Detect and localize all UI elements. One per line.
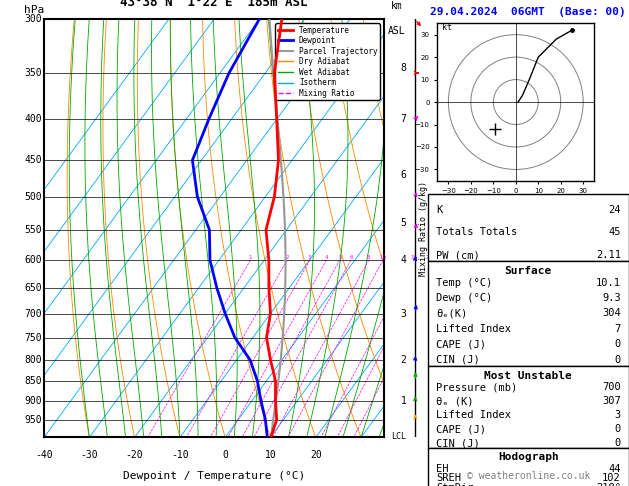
Text: 6: 6 bbox=[349, 255, 353, 260]
Text: 0: 0 bbox=[615, 438, 621, 449]
Text: SREH: SREH bbox=[436, 473, 461, 484]
Text: EH: EH bbox=[436, 464, 448, 474]
Text: 800: 800 bbox=[25, 355, 42, 365]
Text: PW (cm): PW (cm) bbox=[436, 250, 479, 260]
Text: km: km bbox=[391, 1, 402, 11]
Bar bbox=[428, 448, 629, 486]
Text: 6: 6 bbox=[401, 170, 406, 180]
Bar bbox=[428, 261, 629, 366]
Text: StmDir: StmDir bbox=[436, 483, 473, 486]
Text: ASL: ASL bbox=[387, 26, 405, 35]
Text: 9.3: 9.3 bbox=[602, 293, 621, 303]
Text: Temp (°C): Temp (°C) bbox=[436, 278, 492, 288]
Text: 16: 16 bbox=[411, 255, 418, 260]
Text: Lifted Index: Lifted Index bbox=[436, 324, 511, 334]
Text: CIN (J): CIN (J) bbox=[436, 355, 479, 365]
Text: 950: 950 bbox=[25, 415, 42, 425]
Text: 3: 3 bbox=[615, 411, 621, 420]
Text: 307: 307 bbox=[602, 397, 621, 406]
Text: K: K bbox=[436, 205, 442, 215]
Text: 0: 0 bbox=[222, 450, 228, 460]
Text: 850: 850 bbox=[25, 376, 42, 386]
Text: 4: 4 bbox=[401, 255, 406, 265]
Text: 102: 102 bbox=[602, 473, 621, 484]
Text: 0: 0 bbox=[615, 339, 621, 349]
Bar bbox=[428, 194, 629, 261]
Text: 650: 650 bbox=[25, 283, 42, 293]
Text: 7: 7 bbox=[615, 324, 621, 334]
Text: 4: 4 bbox=[325, 255, 328, 260]
Text: 700: 700 bbox=[602, 382, 621, 393]
Text: Most Unstable: Most Unstable bbox=[484, 371, 572, 381]
Text: 29.04.2024  06GMT  (Base: 00): 29.04.2024 06GMT (Base: 00) bbox=[430, 7, 626, 17]
Text: 43°38'N  1°22'E  185m ASL: 43°38'N 1°22'E 185m ASL bbox=[120, 0, 308, 9]
Text: 0: 0 bbox=[615, 424, 621, 434]
Text: -40: -40 bbox=[35, 450, 53, 460]
Text: 450: 450 bbox=[25, 155, 42, 165]
Text: 3: 3 bbox=[401, 309, 406, 319]
Text: Mixing Ratio (g/kg): Mixing Ratio (g/kg) bbox=[419, 181, 428, 276]
Text: 900: 900 bbox=[25, 396, 42, 406]
Text: 1: 1 bbox=[248, 255, 252, 260]
Text: hPa: hPa bbox=[24, 5, 44, 15]
Text: 20: 20 bbox=[426, 255, 433, 260]
Text: 5: 5 bbox=[401, 219, 406, 228]
Text: Surface: Surface bbox=[504, 266, 552, 276]
Text: 2: 2 bbox=[286, 255, 289, 260]
Text: 5: 5 bbox=[338, 255, 342, 260]
Text: -10: -10 bbox=[171, 450, 189, 460]
Text: Lifted Index: Lifted Index bbox=[436, 411, 511, 420]
Text: LCL: LCL bbox=[391, 433, 406, 441]
Legend: Temperature, Dewpoint, Parcel Trajectory, Dry Adiabat, Wet Adiabat, Isotherm, Mi: Temperature, Dewpoint, Parcel Trajectory… bbox=[276, 23, 380, 100]
Text: θₑ (K): θₑ (K) bbox=[436, 397, 473, 406]
Text: CIN (J): CIN (J) bbox=[436, 438, 479, 449]
Text: Totals Totals: Totals Totals bbox=[436, 227, 517, 237]
Text: Hodograph: Hodograph bbox=[498, 452, 559, 463]
Text: 10: 10 bbox=[265, 450, 276, 460]
Text: 20: 20 bbox=[310, 450, 321, 460]
Text: 500: 500 bbox=[25, 192, 42, 202]
Text: 2: 2 bbox=[401, 355, 406, 365]
Text: 44: 44 bbox=[608, 464, 621, 474]
Text: -30: -30 bbox=[81, 450, 98, 460]
Text: 218°: 218° bbox=[596, 483, 621, 486]
Text: 350: 350 bbox=[25, 68, 42, 78]
Text: 300: 300 bbox=[25, 15, 42, 24]
Text: 2.11: 2.11 bbox=[596, 250, 621, 260]
Text: 10.1: 10.1 bbox=[596, 278, 621, 288]
Text: 550: 550 bbox=[25, 225, 42, 235]
Text: 25: 25 bbox=[442, 255, 448, 260]
Text: kt: kt bbox=[442, 23, 452, 32]
Text: 8: 8 bbox=[367, 255, 370, 260]
Text: -20: -20 bbox=[126, 450, 143, 460]
Text: 304: 304 bbox=[602, 309, 621, 318]
Text: 600: 600 bbox=[25, 255, 42, 265]
Text: 750: 750 bbox=[25, 332, 42, 343]
Text: 400: 400 bbox=[25, 114, 42, 124]
Text: Dewp (°C): Dewp (°C) bbox=[436, 293, 492, 303]
Text: 700: 700 bbox=[25, 309, 42, 319]
Text: 45: 45 bbox=[608, 227, 621, 237]
Text: 8: 8 bbox=[401, 63, 406, 73]
Text: 10: 10 bbox=[379, 255, 387, 260]
Text: 1: 1 bbox=[401, 396, 406, 406]
Text: θₑ(K): θₑ(K) bbox=[436, 309, 467, 318]
Text: CAPE (J): CAPE (J) bbox=[436, 424, 486, 434]
Text: CAPE (J): CAPE (J) bbox=[436, 339, 486, 349]
Text: Dewpoint / Temperature (°C): Dewpoint / Temperature (°C) bbox=[123, 471, 305, 481]
Bar bbox=[428, 366, 629, 448]
Text: 24: 24 bbox=[608, 205, 621, 215]
Text: 3: 3 bbox=[308, 255, 311, 260]
Text: Pressure (mb): Pressure (mb) bbox=[436, 382, 517, 393]
Text: 7: 7 bbox=[401, 114, 406, 124]
Text: 0: 0 bbox=[615, 355, 621, 365]
Text: © weatheronline.co.uk: © weatheronline.co.uk bbox=[467, 471, 590, 481]
